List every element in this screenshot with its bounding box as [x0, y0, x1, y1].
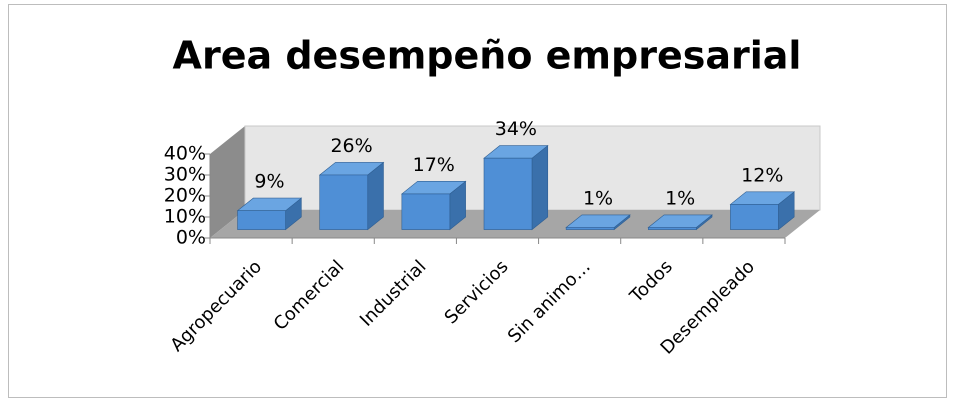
y-tick-label: 40% [164, 143, 206, 165]
value-label: 1% [583, 187, 613, 209]
value-label: 9% [254, 171, 284, 193]
y-tick-label: 30% [164, 164, 206, 186]
bar [236, 197, 303, 231]
bar-front [237, 210, 286, 230]
bar-side [531, 144, 549, 231]
bar [318, 161, 385, 231]
value-label: 12% [741, 164, 783, 186]
bar-front [319, 174, 369, 230]
bar-front [401, 193, 451, 230]
y-tick-label: 10% [164, 206, 206, 228]
bar [565, 214, 631, 231]
value-label: 17% [413, 154, 455, 176]
value-label: 1% [665, 187, 695, 209]
bar [647, 214, 713, 231]
bar [729, 191, 796, 231]
bar [483, 144, 549, 231]
bar [401, 180, 467, 231]
side-wall [210, 126, 245, 238]
y-tick-label: 20% [164, 185, 206, 207]
bar-front [483, 157, 533, 230]
value-label: 34% [495, 118, 537, 140]
chart-title: Area desempeño empresarial [173, 34, 802, 78]
y-tick-label: 0% [176, 227, 206, 249]
bar-front [647, 227, 697, 230]
bar-front [565, 227, 615, 230]
bar-front [730, 204, 779, 230]
value-label: 26% [330, 135, 372, 157]
